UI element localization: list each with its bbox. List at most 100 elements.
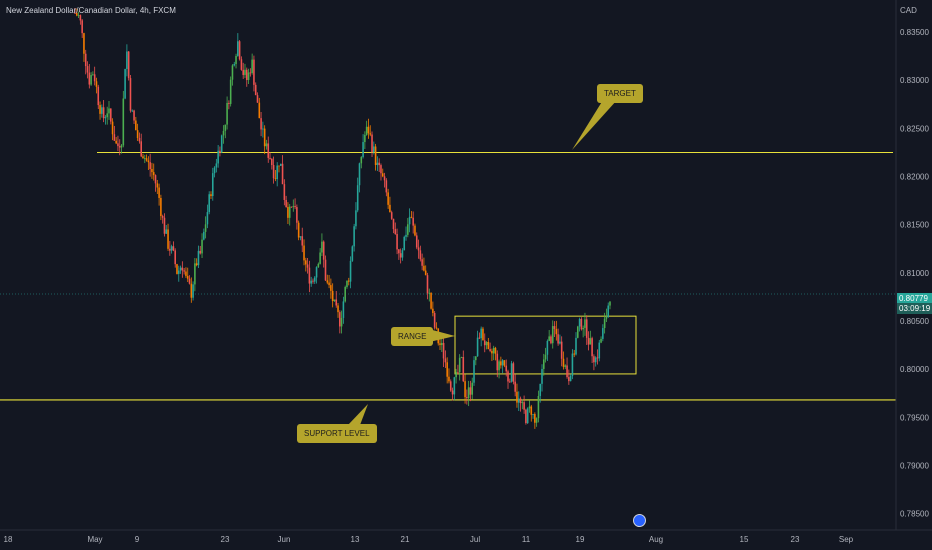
candle-body [213,167,216,174]
candle-body [526,408,529,424]
candle-body [349,260,352,282]
candle-body [279,163,282,166]
currency-label: CAD [900,6,917,15]
candle-body [240,59,243,70]
candle-body [512,363,515,382]
candle-body [77,15,80,16]
candle-body [399,253,402,258]
candle-body [426,275,429,294]
candle-body [321,241,323,253]
candle-body [74,12,76,14]
candle-body [244,69,246,75]
candle-body [346,280,348,288]
candle-body [120,145,123,148]
event-icon[interactable] [633,514,646,527]
candle-body [174,250,177,265]
candle-body [369,133,372,135]
candle-body [303,245,305,261]
time-axis[interactable]: 18 May 9 23 Jun 13 21 Jul 11 19 Aug 15 23 Sep [4,535,854,544]
candle-body [407,224,409,235]
candle-body [578,318,581,327]
candle-body [281,163,284,185]
time-tick-label: 19 [576,535,585,544]
candle-body [485,341,488,346]
candle-body [204,224,207,232]
candle-body [521,402,524,404]
candle-body [517,398,520,403]
candle-body [408,216,411,225]
candle-body [104,117,107,119]
support-pointer [348,404,368,425]
candle-body [235,55,237,65]
candle-body [319,252,321,264]
candle-body [444,358,447,363]
candle-body [498,361,500,371]
candle-body [392,218,395,230]
candle-body [433,313,436,328]
candle-body [337,305,339,313]
candle-body [446,362,448,377]
price-tick-label: 0.79000 [900,461,929,470]
candle-body [201,239,203,254]
price-tick-label: 0.80000 [900,365,929,374]
candle-body [593,356,595,363]
target-pointer [572,100,617,150]
candle-body [233,64,236,66]
candle-body [308,267,311,284]
candle-body [249,72,252,74]
candle-body [550,336,552,344]
candle-body [106,113,109,118]
candle-body [220,135,223,153]
candle-body [576,326,579,338]
candle-body [81,20,83,34]
candle-body [340,317,343,327]
candle-body [294,206,296,208]
candle-body [256,95,259,103]
candle-body [598,342,601,359]
candle-body [290,206,293,208]
candle-body [585,319,588,338]
candle-body [328,282,330,286]
candle-body [93,74,96,82]
candle-body [394,229,397,235]
candle-body [95,81,98,87]
candle-body [197,250,200,266]
candle-body [226,103,228,125]
range-box[interactable] [454,315,637,375]
candle-body [169,248,171,251]
candle-body [573,353,576,355]
candle-body [208,194,210,213]
candle-body [523,402,525,410]
range-callout[interactable]: RANGE [391,327,434,346]
price-axis[interactable]: 0.83500 0.83000 0.82500 0.82000 0.81500 0.810… [900,28,929,518]
candle-body [237,41,239,56]
candle-body [528,406,531,409]
candle-body [605,316,608,319]
candle-body [194,263,196,285]
candle-body [138,138,141,142]
time-tick-label: 15 [740,535,749,544]
current-price-label: 0.80779 [897,293,932,304]
candle-body [539,383,542,396]
candle-body [118,146,121,148]
candle-body [600,338,602,343]
candle-body [546,340,549,355]
candle-body [557,334,559,344]
candle-body [305,260,307,265]
candle-body [534,413,536,423]
candle-body [312,280,314,282]
candle-body [228,103,230,104]
candle-body [460,357,463,358]
time-tick-label: Aug [649,535,663,544]
candle-body [362,142,364,158]
candle-body [274,178,277,180]
candle-body [154,175,157,184]
candle-body [122,98,125,146]
target-callout[interactable]: TARGET [597,84,643,103]
candle-body [451,390,454,395]
support-callout[interactable]: SUPPORT LEVEL [297,424,377,443]
candle-body [435,327,438,329]
candle-body [156,183,159,188]
candle-body [253,59,255,85]
